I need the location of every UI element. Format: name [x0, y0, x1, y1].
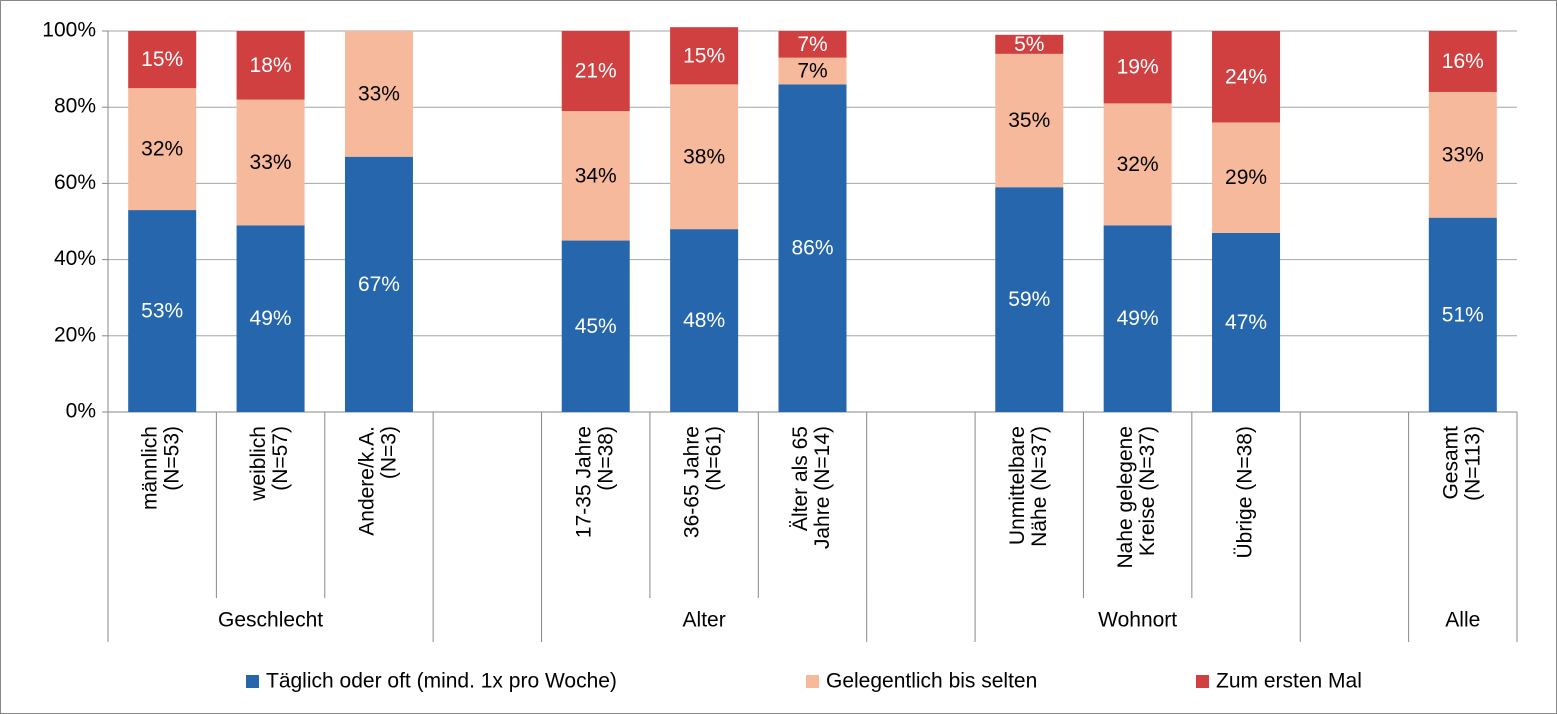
bar-segment: [1212, 232, 1281, 412]
bar-segment: [1428, 91, 1497, 218]
bar-segment: [1103, 103, 1172, 226]
bar-segment: [561, 31, 630, 112]
bar-segment: [128, 210, 197, 412]
bar-segment: [995, 53, 1064, 188]
x-tick-label: Nähe (N=37): [1028, 426, 1051, 547]
bar-segment: [778, 57, 847, 85]
bar-segment: [344, 156, 413, 412]
x-tick-label: weiblich: [247, 426, 270, 502]
data-label: 16%: [1442, 50, 1484, 73]
data-label: 34%: [575, 164, 617, 187]
x-tick-label: Andere/k.A.: [356, 426, 379, 536]
bar-segment: [1103, 31, 1172, 104]
data-label: 33%: [250, 151, 292, 174]
data-label: 21%: [575, 60, 617, 83]
data-label: 48%: [683, 309, 725, 332]
data-label: 35%: [1008, 109, 1050, 132]
bar-segment: [995, 187, 1064, 412]
data-label: 86%: [791, 237, 833, 260]
bar-segment: [1428, 31, 1497, 92]
data-label: 45%: [575, 315, 617, 338]
data-label: 49%: [1117, 307, 1159, 330]
data-label: 19%: [1117, 56, 1159, 79]
y-tick-label: 100%: [42, 19, 96, 42]
bar-segment: [1212, 31, 1281, 123]
data-label: 33%: [358, 82, 400, 105]
legend-label: Täglich oder oft (mind. 1x pro Woche): [266, 670, 617, 693]
bar-segment: [1212, 122, 1281, 233]
x-tick-label: (N=53): [161, 426, 184, 491]
x-tick-label: (N=3): [378, 426, 401, 479]
x-tick-label: (N=57): [269, 426, 292, 491]
data-label: 33%: [1442, 143, 1484, 166]
data-label: 38%: [683, 145, 725, 168]
x-tick-label: Unmittelbare: [1006, 426, 1029, 545]
data-label: 53%: [141, 300, 183, 323]
group-label: Wohnort: [1098, 609, 1177, 632]
legend-label: Zum ersten Mal: [1216, 670, 1362, 693]
data-label: 32%: [1117, 153, 1159, 176]
x-tick-label: Übrige (N=38): [1234, 426, 1257, 558]
x-tick-label: männlich: [139, 426, 162, 510]
x-tick-label: Jahre (N=14): [811, 426, 834, 549]
bar-segment: [236, 99, 305, 226]
data-label: 29%: [1225, 166, 1267, 189]
bar-segment: [561, 240, 630, 412]
bar-segment: [236, 31, 305, 100]
data-label: 15%: [683, 44, 725, 67]
data-label: 18%: [250, 54, 292, 77]
y-tick-label: 0%: [66, 400, 96, 423]
bar-segment: [561, 111, 630, 241]
x-tick-label: Gesamt: [1439, 426, 1462, 500]
x-tick-label: Kreise (N=37): [1136, 426, 1159, 556]
bar-segment: [128, 31, 197, 89]
data-label: 7%: [797, 33, 827, 56]
bar-segment: [995, 34, 1064, 54]
legend-swatch: [806, 675, 819, 688]
legend-swatch: [1196, 675, 1209, 688]
y-tick-label: 40%: [54, 247, 96, 270]
bar-segment: [778, 84, 847, 412]
bar-segment: [778, 31, 847, 58]
data-label: 5%: [1014, 33, 1044, 56]
x-tick-label: Älter als 65: [789, 426, 812, 531]
data-label: 67%: [358, 273, 400, 296]
group-label: Alle: [1445, 609, 1480, 632]
x-tick-label: 17-35 Jahre: [572, 426, 595, 538]
bar-segment: [1428, 217, 1497, 412]
data-label: 24%: [1225, 65, 1267, 88]
data-label: 32%: [141, 138, 183, 161]
x-tick-label: (N=113): [1461, 426, 1484, 501]
data-label: 15%: [141, 48, 183, 71]
bar-segment: [1103, 225, 1172, 412]
bar-segment: [670, 84, 739, 230]
y-tick-label: 60%: [54, 171, 96, 194]
x-tick-label: 36-65 Jahre: [681, 426, 704, 538]
bar-segment: [128, 88, 197, 211]
data-label: 47%: [1225, 311, 1267, 334]
data-label: 59%: [1008, 288, 1050, 311]
bar-segment: [344, 31, 413, 157]
legend-swatch: [246, 675, 259, 688]
group-label: Alter: [683, 609, 726, 632]
bar-segment: [670, 27, 739, 85]
y-tick-label: 20%: [54, 323, 96, 346]
x-tick-label: Nahe gelegene: [1114, 426, 1137, 568]
group-label: Geschlecht: [218, 609, 323, 632]
legend-label: Gelegentlich bis selten: [826, 670, 1037, 693]
data-label: 7%: [797, 60, 827, 83]
data-label: 49%: [250, 307, 292, 330]
bar-segment: [670, 229, 739, 412]
data-label: 51%: [1442, 303, 1484, 326]
bar-segment: [236, 225, 305, 412]
x-tick-label: (N=61): [703, 426, 726, 491]
y-tick-label: 80%: [54, 95, 96, 118]
x-tick-label: (N=38): [594, 426, 617, 491]
